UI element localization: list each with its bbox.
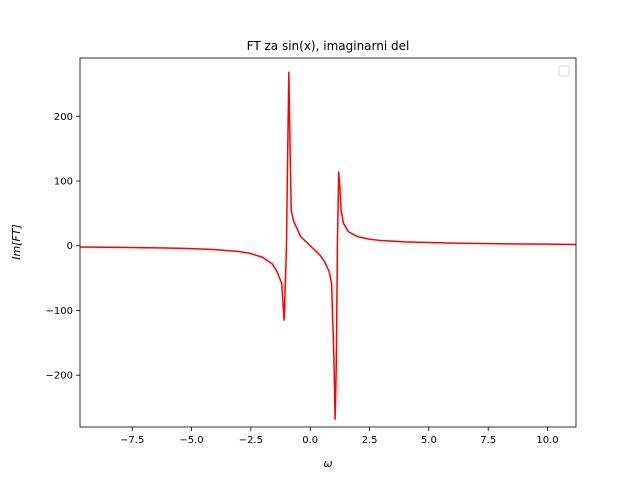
legend-box [558, 65, 570, 77]
x-tick-label: 0.0 [302, 435, 318, 446]
y-tick-label: 100 [54, 177, 73, 188]
x-tick-label: 5.0 [421, 435, 437, 446]
y-tick-label: −200 [46, 371, 73, 382]
x-tick-label: 7.5 [480, 435, 496, 446]
y-axis-label: Im[FT] [10, 224, 23, 260]
x-tick-label: −7.5 [120, 435, 144, 446]
y-tick-label: 0 [67, 241, 73, 252]
plot-area [80, 71, 576, 420]
chart-title: FT za sin(x), imaginarni del [247, 39, 410, 53]
y-axis: −200 −100 0 100 200 [46, 112, 80, 382]
series-line-0 [80, 71, 576, 420]
y-tick-label: 200 [54, 112, 73, 123]
plot-frame [79, 57, 577, 428]
x-tick-label: −5.0 [179, 435, 203, 446]
y-tick-label: −100 [46, 306, 73, 317]
x-axis: −7.5 −5.0 −2.5 0.0 2.5 5.0 7.5 10.0 [120, 427, 559, 446]
x-tick-label: −2.5 [239, 435, 263, 446]
x-axis-label: ω [323, 457, 332, 470]
x-tick-label: 10.0 [536, 435, 558, 446]
x-tick-label: 2.5 [362, 435, 378, 446]
